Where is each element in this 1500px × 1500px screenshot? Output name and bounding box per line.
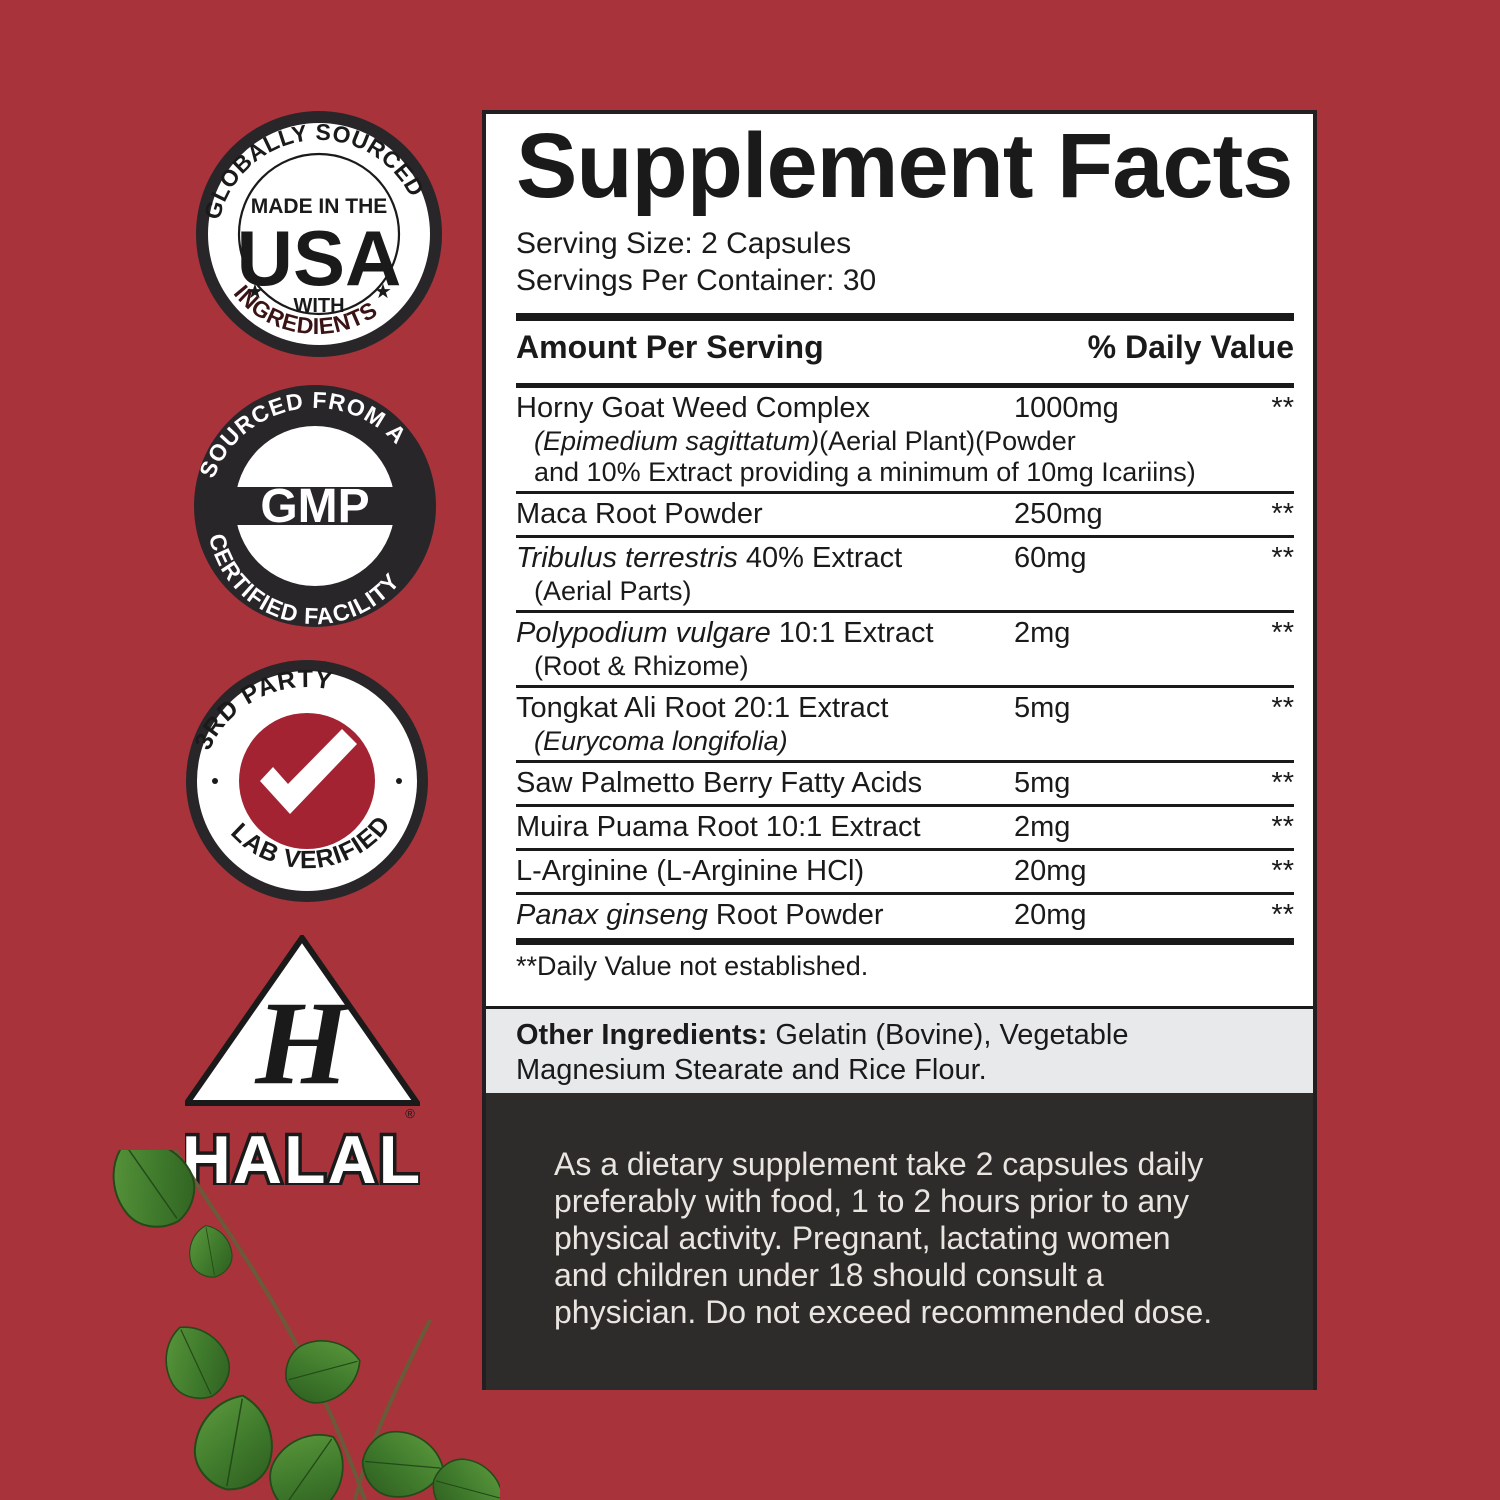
svg-text:★: ★ (246, 281, 264, 303)
svg-text:H: H (254, 976, 352, 1109)
svg-text:GMP: GMP (260, 480, 369, 533)
svg-text:WITH: WITH (293, 295, 344, 317)
svg-text:®: ® (405, 1106, 415, 1121)
svg-text:★: ★ (374, 281, 392, 303)
